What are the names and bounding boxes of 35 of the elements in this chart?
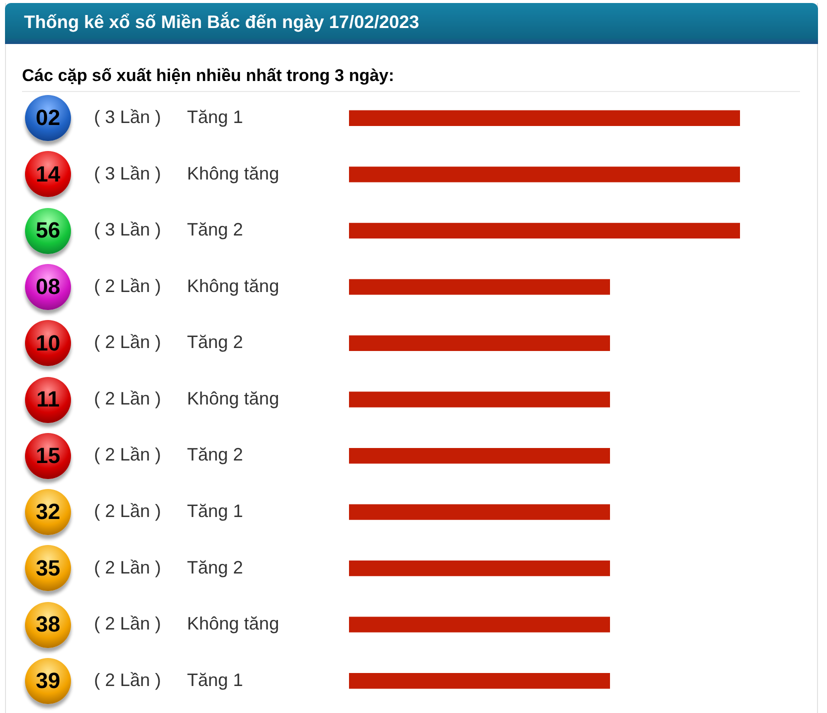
text: Các cặp số xuất hiện nhiều nhất trong 3 ngày:: [22, 66, 394, 86]
text: Không tăng: [187, 614, 280, 634]
data-label: ( 2 Lần ): [94, 332, 162, 352]
data-label: ( 3 Lần ): [94, 163, 162, 184]
y-tick-label: 08: [36, 274, 60, 300]
y-tick-label: 11: [36, 386, 60, 412]
y-tick-label: 32: [36, 499, 60, 524]
text: Không tăng: [187, 163, 280, 184]
text: Tăng 2: [187, 220, 244, 240]
data-label: ( 2 Lần ): [94, 614, 162, 634]
text: Tăng 2: [187, 444, 244, 465]
y-tick-label: 15: [36, 442, 60, 468]
chart-title: Thống kê xổ số Miền Bắc đến ngày 17/02/2023: [24, 12, 420, 33]
data-label: ( 2 Lần ): [94, 276, 162, 296]
y-tick-label: 38: [36, 612, 60, 637]
text: Tăng 2: [187, 332, 244, 352]
y-tick-label: 14: [36, 161, 61, 186]
y-tick-label: 35: [36, 555, 60, 580]
y-tick-label: 56: [36, 218, 60, 243]
data-label: ( 2 Lần ): [94, 670, 162, 690]
text: Tăng 1: [187, 501, 244, 522]
data-label: ( 3 Lần ): [94, 107, 162, 128]
text: Không tăng: [187, 276, 280, 296]
y-tick-label: 39: [36, 668, 60, 693]
text: Tăng 2: [187, 557, 244, 578]
text: Tăng 1: [187, 670, 244, 690]
data-label: ( 3 Lần ): [94, 220, 162, 240]
text: Không tăng: [187, 388, 280, 408]
data-label: ( 2 Lần ): [94, 557, 162, 578]
text: Tăng 1: [187, 107, 244, 128]
y-tick-label: 10: [36, 330, 60, 356]
data-label: ( 2 Lần ): [94, 501, 162, 522]
y-tick-label: 02: [36, 105, 60, 130]
data-label: ( 2 Lần ): [94, 388, 162, 408]
data-label: ( 2 Lần ): [94, 444, 162, 465]
